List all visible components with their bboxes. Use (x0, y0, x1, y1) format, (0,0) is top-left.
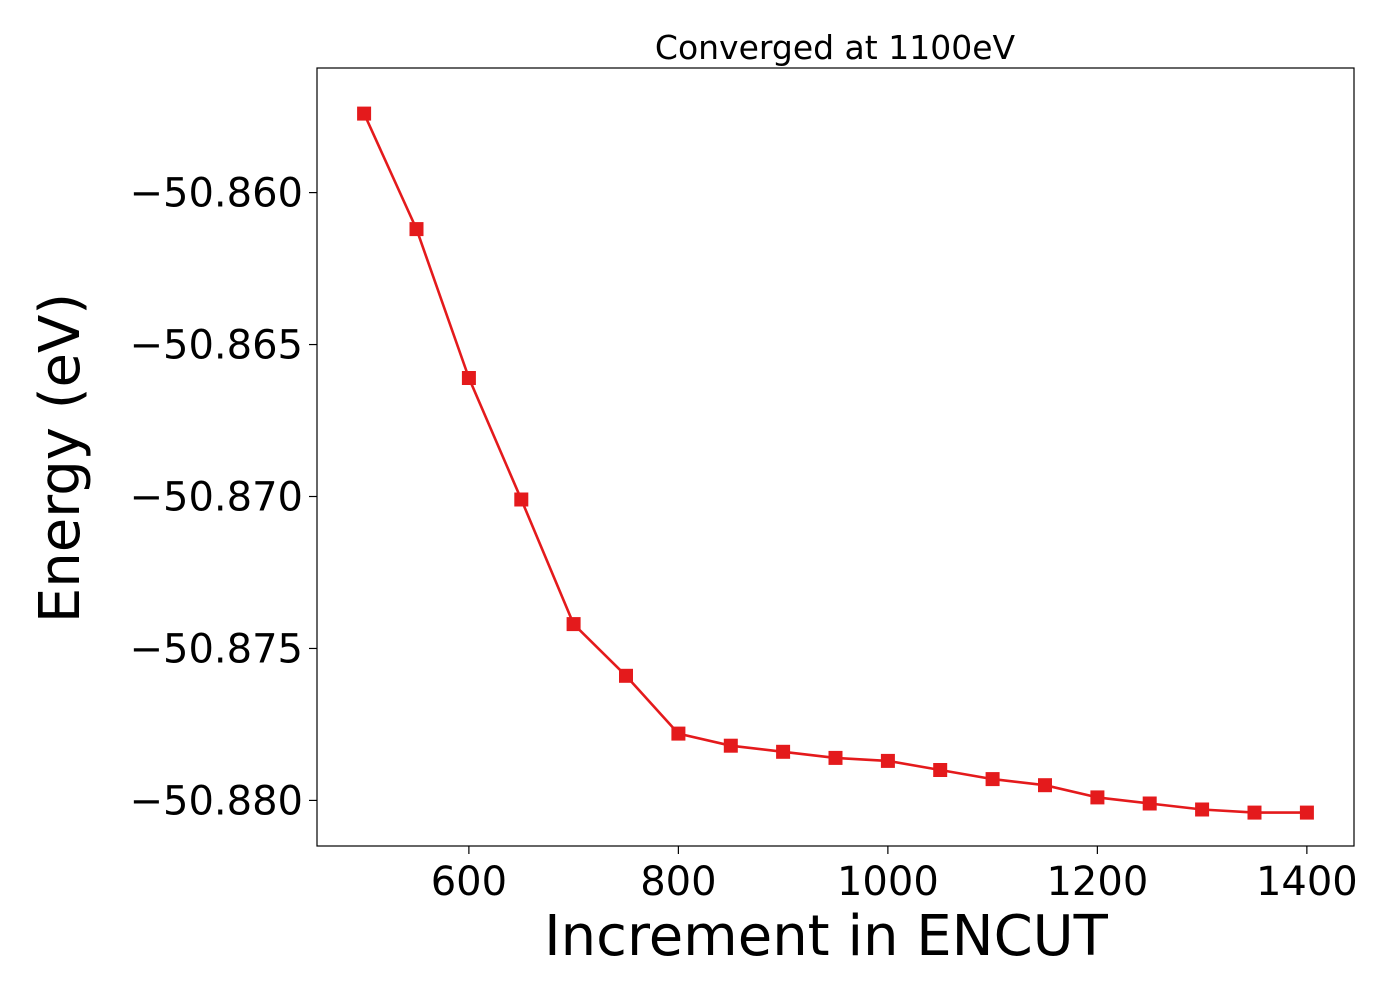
data-point-marker (1299, 805, 1314, 820)
data-point-marker (514, 492, 529, 507)
data-point-marker (933, 763, 948, 777)
x-tick-label: 600 (431, 859, 507, 905)
data-point-marker (409, 222, 424, 237)
data-point-marker (1142, 796, 1157, 811)
data-point-marker (461, 371, 476, 385)
data-point-marker (880, 753, 895, 768)
data-point-marker (566, 617, 581, 632)
y-tick-label: −50.865 (130, 323, 303, 369)
data-point-marker (671, 726, 686, 741)
data-point-marker (985, 772, 1000, 787)
data-point-marker (1195, 802, 1210, 817)
y-axis-label: Energy (eV) (28, 293, 93, 623)
data-point-marker (1090, 790, 1105, 805)
data-point-marker (619, 668, 633, 683)
data-point-marker (1247, 805, 1262, 820)
x-tick-label: 1200 (1046, 859, 1148, 905)
y-tick-label: −50.875 (130, 626, 303, 672)
y-tick-label: −50.860 (130, 171, 303, 217)
y-tick-label: −50.880 (130, 778, 303, 824)
x-tick-label: 800 (640, 859, 716, 905)
data-point-marker (357, 106, 372, 121)
x-tick-label: 1400 (1256, 859, 1358, 905)
chart-title: Converged at 1100eV (655, 28, 1016, 67)
data-point-marker (828, 750, 843, 765)
x-axis-label: Increment in ENCUT (544, 904, 1109, 969)
data-point-marker (723, 738, 738, 753)
data-point-marker (776, 744, 791, 759)
x-tick-label: 1000 (837, 859, 939, 905)
series-line (362, 113, 1307, 814)
y-tick-label: −50.870 (130, 475, 303, 521)
data-point-marker (1038, 778, 1052, 793)
plot-frame (316, 67, 1355, 847)
